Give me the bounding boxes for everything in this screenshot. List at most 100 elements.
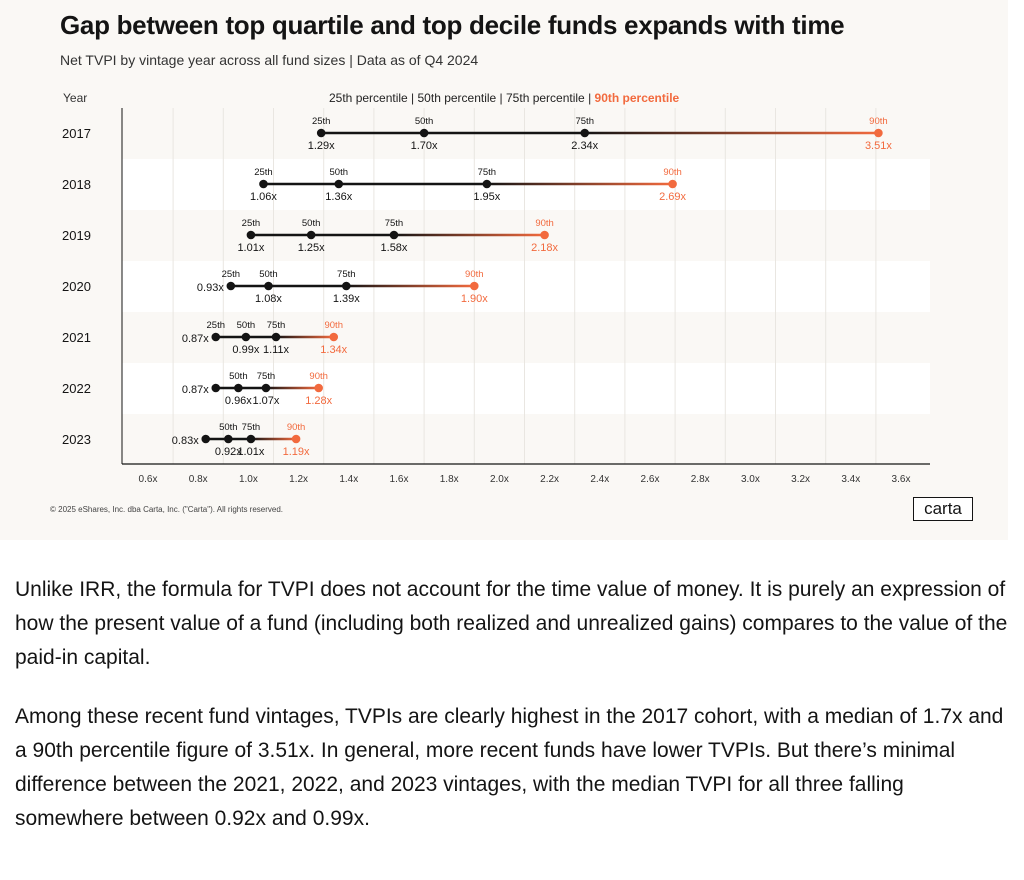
percentile-label: 50th: [415, 116, 434, 127]
value-label: 1.29x: [308, 140, 335, 152]
dot-90th: [329, 332, 339, 342]
chart-subtitle: Net TVPI by vintage year across all fund…: [60, 52, 479, 68]
percentile-label: 50th: [237, 320, 256, 331]
value-label: 3.51x: [865, 140, 892, 152]
percentile-label: 50th: [229, 371, 248, 382]
x-tick-label: 1.0x: [239, 474, 258, 485]
percentile-label: 50th: [330, 167, 349, 178]
dot-90th: [874, 128, 883, 138]
year-label: 2021: [62, 330, 91, 345]
dot-75th: [261, 383, 271, 393]
x-tick-label: 1.8x: [440, 474, 459, 485]
value-label: 1.90x: [461, 293, 488, 305]
x-tick-label: 3.2x: [791, 474, 810, 485]
value-label: 1.11x: [263, 344, 290, 356]
range-segment-90th: [276, 335, 334, 339]
x-tick-label: 1.2x: [289, 474, 308, 485]
year-label: 2017: [62, 126, 91, 141]
chart-title: Gap between top quartile and top decile …: [60, 10, 845, 40]
value-label: 2.69x: [659, 191, 686, 203]
x-tick-label: 2.2x: [540, 474, 559, 485]
dot-25th: [226, 281, 236, 291]
x-tick-label: 3.4x: [841, 474, 860, 485]
percentile-label: 75th: [385, 218, 404, 229]
x-tick-label: 3.6x: [892, 474, 911, 485]
x-tick-label: 1.4x: [339, 474, 358, 485]
dot-90th: [291, 434, 301, 444]
percentile-label: 25th: [312, 116, 331, 127]
dot-75th: [246, 434, 256, 444]
percentile-label: 50th: [259, 269, 278, 280]
percentile-label: 50th: [219, 422, 238, 433]
year-label: 2020: [62, 279, 91, 294]
percentile-label: 90th: [663, 167, 682, 178]
legend-highlight: 90th percentile: [594, 91, 680, 105]
value-label: 1.01x: [237, 446, 264, 458]
value-label-left: 0.93x: [197, 282, 224, 294]
dot-75th: [580, 128, 590, 138]
article-paragraph-1: Unlike IRR, the formula for TVPI does no…: [15, 578, 1008, 669]
legend: 25th percentile | 50th percentile | 75th…: [329, 91, 679, 105]
article-paragraph-2: Among these recent fund vintages, TVPIs …: [15, 705, 1004, 830]
dot-25th: [211, 332, 221, 342]
dot-90th: [314, 383, 323, 393]
range-segment-90th: [265, 386, 319, 390]
percentile-label: 90th: [287, 422, 306, 433]
percentile-label: 90th: [465, 269, 484, 280]
value-label: 1.01x: [237, 242, 264, 254]
value-label: 1.28x: [305, 395, 332, 407]
dot-90th: [540, 230, 549, 240]
x-tick-label: 2.4x: [590, 474, 609, 485]
percentile-label: 75th: [337, 269, 356, 280]
dot-50th: [264, 281, 273, 291]
value-label: 1.07x: [253, 395, 280, 407]
percentile-label: 90th: [535, 218, 554, 229]
dot-50th: [334, 179, 344, 189]
year-label: 2018: [62, 177, 91, 192]
percentile-label: 90th: [324, 320, 343, 331]
dot-25th: [259, 179, 268, 189]
percentile-label: 75th: [257, 371, 276, 382]
dot-25th: [316, 128, 326, 138]
x-tick-label: 0.8x: [189, 474, 208, 485]
value-label: 1.70x: [411, 140, 438, 152]
dot-90th: [668, 179, 677, 189]
x-tick-label: 2.8x: [691, 474, 710, 485]
percentile-label: 50th: [302, 218, 321, 229]
x-tick-label: 0.6x: [139, 474, 158, 485]
range-segment-90th: [250, 437, 297, 441]
x-tick-label: 3.0x: [741, 474, 760, 485]
value-label: 2.34x: [571, 140, 598, 152]
dot-25th: [246, 230, 256, 240]
dot-75th: [271, 332, 281, 342]
value-label: 0.92x: [215, 446, 242, 458]
percentile-label: 75th: [575, 116, 594, 127]
x-tick-label: 1.6x: [390, 474, 409, 485]
value-label: 1.19x: [283, 446, 310, 458]
dot-50th: [234, 383, 243, 393]
percentile-label: 25th: [254, 167, 273, 178]
percentile-label: 25th: [207, 320, 226, 331]
copyright: © 2025 eShares, Inc. dba Carta, Inc. ("C…: [50, 505, 284, 514]
value-label: 1.95x: [473, 191, 500, 203]
year-label: 2022: [62, 381, 91, 396]
dumbbell-chart: 0.6x 0.8x 1.0x 1.2x 1.4x 1.6x 1.8x 2.0x 2.2x 2.4x…: [62, 108, 930, 485]
range-segment-90th: [346, 284, 475, 288]
percentile-label: 75th: [242, 422, 261, 433]
percentile-label: 25th: [222, 269, 241, 280]
percentile-label: 75th: [478, 167, 497, 178]
dot-50th: [419, 128, 429, 138]
value-label: 1.25x: [298, 242, 325, 254]
value-label: 2.18x: [531, 242, 558, 254]
dot-50th: [306, 230, 316, 240]
carta-logo: carta: [913, 497, 973, 521]
dot-75th: [482, 179, 492, 189]
dot-25th: [201, 434, 211, 444]
x-tick-label: 2.6x: [641, 474, 660, 485]
percentile-label: 25th: [242, 218, 261, 229]
value-label: 1.58x: [381, 242, 408, 254]
year-label: 2019: [62, 228, 91, 243]
x-tick-label: 2.0x: [490, 474, 509, 485]
percentile-label: 75th: [267, 320, 286, 331]
dot-25th: [211, 383, 221, 393]
